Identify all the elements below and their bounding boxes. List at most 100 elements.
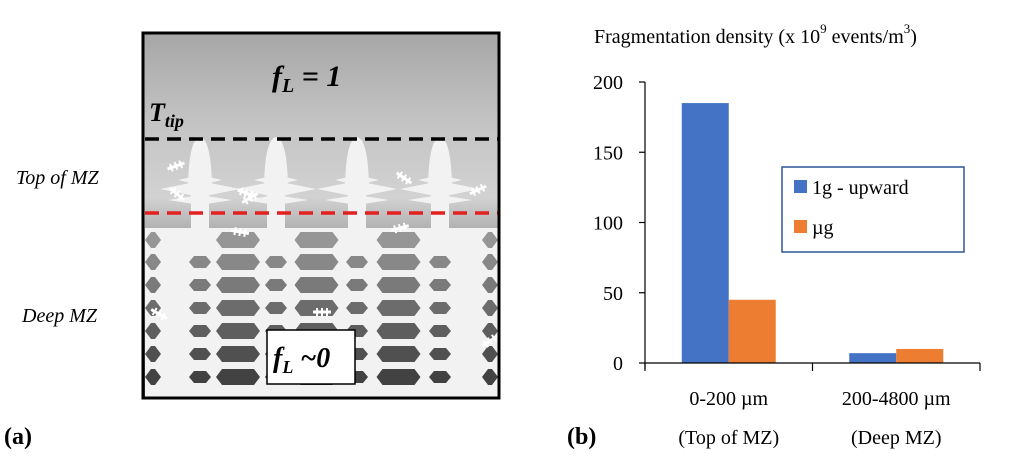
trapped-liquid: [346, 256, 368, 268]
bars: [681, 103, 944, 363]
fragment-markers: [150, 160, 499, 348]
trapped-liquid: [429, 371, 451, 383]
interdendritic-liquid: [482, 300, 498, 316]
bar-series1: [681, 103, 729, 363]
y-axis: 0 50 100 150 200: [593, 72, 646, 375]
trapped-liquid: [429, 279, 451, 291]
trapped-liquid: [189, 371, 211, 383]
fragment-icon: [469, 183, 487, 197]
interdendritic-liquid: [216, 323, 260, 339]
liquid-fraction-bottom-box: [266, 329, 356, 385]
interdendritic-liquid: [294, 254, 339, 270]
interdendritic-liquid: [376, 232, 421, 248]
dendrite-arm: [254, 175, 298, 185]
deep-mz-label: Deep MZ: [21, 305, 98, 327]
y-tick-label: 200: [593, 72, 623, 94]
dendrite-arm: [178, 175, 222, 185]
legend-swatch: [794, 220, 807, 233]
dendrite-arm: [168, 195, 232, 205]
fragment-icon: [395, 171, 413, 185]
trapped-liquid: [429, 325, 451, 337]
interdendritic-liquid: [376, 277, 421, 293]
dendrite-arm: [400, 181, 480, 197]
interdendritic-liquid: [216, 277, 260, 293]
trapped-liquid: [265, 302, 287, 314]
x-axis: 0-200 µm (Top of MZ) 200-4800 µm (Deep MZ): [644, 362, 981, 449]
fragment-icon: [313, 308, 331, 316]
trapped-liquid: [429, 348, 451, 360]
chart-title: Fragmentation density (x 109 events/m3): [594, 21, 917, 48]
dendrite-arm: [418, 175, 462, 185]
interdendritic-liquid: [145, 254, 161, 270]
top-of-mz-label: Top of MZ: [16, 167, 100, 189]
y-tick-label: 150: [593, 142, 623, 164]
liquid-fraction-bottom-label: fL ~0: [273, 343, 330, 377]
dendrite-arm: [408, 195, 472, 205]
trapped-liquid: [189, 279, 211, 291]
interdendritic-liquid: [376, 369, 421, 385]
trapped-liquid: [265, 279, 287, 291]
bar-series1: [849, 353, 897, 363]
fragment-icon: [150, 307, 168, 321]
fragment-icon: [237, 187, 255, 199]
trapped-liquid: [346, 279, 368, 291]
dendrite-arm: [244, 195, 308, 205]
legend-swatch: [794, 180, 807, 193]
x-category-label: 0-200 µm: [689, 388, 768, 410]
interdendritic-liquid: [294, 232, 339, 248]
panel-a-label: (a): [4, 424, 32, 450]
trapped-liquid: [346, 302, 368, 314]
legend: 1g - upward µg: [781, 166, 965, 253]
interdendritic-liquid: [216, 369, 260, 385]
interdendritic-liquid: [294, 277, 339, 293]
trapped-liquid: [429, 256, 451, 268]
trapped-liquid: [265, 256, 287, 268]
interdendritic-liquid: [145, 277, 161, 293]
interdendritic-liquid: [482, 277, 498, 293]
y-tick-label: 0: [613, 353, 623, 375]
interdendritic-liquid: [145, 346, 161, 362]
trapped-liquid: [189, 302, 211, 314]
interdendritic-liquid: [216, 254, 260, 270]
dendrite-arm: [317, 181, 397, 197]
interdendritic-liquid: [482, 232, 498, 248]
y-tick-label: 50: [603, 283, 623, 305]
legend-label: µg: [812, 217, 834, 239]
interdendritic-liquid: [482, 346, 498, 362]
interdendritic-liquid: [145, 232, 161, 248]
fragment-icon: [167, 160, 185, 172]
interdendritic-liquid: [482, 369, 498, 385]
x-category-sublabel: (Top of MZ): [678, 427, 779, 449]
bar-series2: [896, 348, 944, 363]
microstructure-schematic: fL = 1 Ttip Top of MZ Deep MZ fL ~0: [16, 31, 501, 400]
x-category-sublabel: (Deep MZ): [851, 427, 942, 449]
bar-series2: [728, 299, 776, 363]
liquid-fraction-top-label: fL = 1: [272, 60, 341, 97]
interdendritic-liquid: [216, 232, 260, 248]
x-category-label: 200-4800 µm: [842, 388, 951, 410]
dendrite-arm: [325, 195, 389, 205]
interdendritic-liquid: [482, 254, 498, 270]
interdendritic-liquid: [376, 254, 421, 270]
legend-label: 1g - upward: [812, 177, 909, 199]
dendrite-arm: [335, 175, 379, 185]
interdendritic-liquid: [376, 323, 421, 339]
trapped-liquid: [189, 325, 211, 337]
interdendritic-liquid: [216, 300, 260, 316]
trapped-liquid: [429, 302, 451, 314]
dendrite-arm: [160, 181, 240, 197]
fragment-icon: [481, 334, 499, 348]
ttip-label: Ttip: [149, 98, 184, 131]
interdendritic-liquid: [376, 346, 421, 362]
interdendritic-liquid: [216, 346, 260, 362]
fragment-icon: [230, 227, 250, 237]
interdendritic-liquid: [145, 369, 161, 385]
trapped-liquid: [189, 348, 211, 360]
fragment-icon: [169, 187, 185, 201]
interdendritic-liquid: [145, 323, 161, 339]
y-tick-label: 100: [593, 213, 623, 235]
panel-b-label: (b): [567, 424, 597, 450]
legend-box: [781, 166, 965, 253]
fragment-icon: [390, 222, 410, 234]
interdendritic-liquid: [482, 323, 498, 339]
